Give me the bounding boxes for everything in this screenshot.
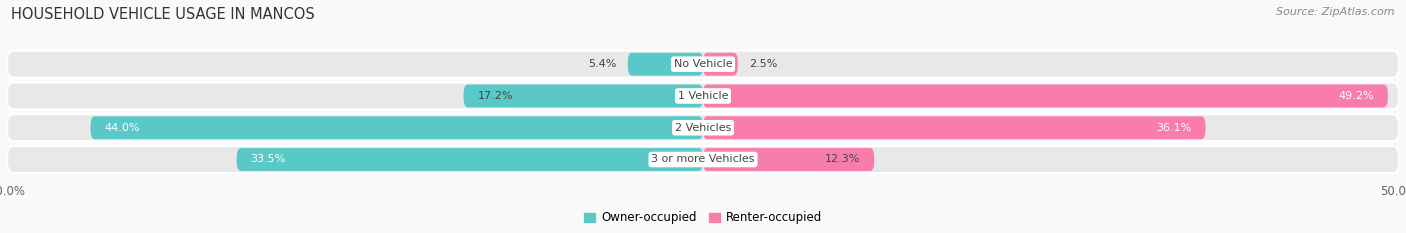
Text: 36.1%: 36.1% (1156, 123, 1191, 133)
FancyBboxPatch shape (703, 148, 875, 171)
FancyBboxPatch shape (7, 82, 1399, 110)
FancyBboxPatch shape (628, 53, 703, 76)
FancyBboxPatch shape (703, 85, 1388, 107)
Text: 2 Vehicles: 2 Vehicles (675, 123, 731, 133)
Text: 49.2%: 49.2% (1339, 91, 1374, 101)
Text: 17.2%: 17.2% (478, 91, 513, 101)
Text: 1 Vehicle: 1 Vehicle (678, 91, 728, 101)
FancyBboxPatch shape (703, 116, 1205, 139)
Text: Source: ZipAtlas.com: Source: ZipAtlas.com (1277, 7, 1395, 17)
Legend: Owner-occupied, Renter-occupied: Owner-occupied, Renter-occupied (579, 206, 827, 229)
FancyBboxPatch shape (7, 114, 1399, 141)
Text: 12.3%: 12.3% (825, 154, 860, 164)
FancyBboxPatch shape (703, 53, 738, 76)
FancyBboxPatch shape (7, 51, 1399, 78)
FancyBboxPatch shape (90, 116, 703, 139)
FancyBboxPatch shape (7, 146, 1399, 173)
Text: 44.0%: 44.0% (104, 123, 141, 133)
Text: 5.4%: 5.4% (588, 59, 617, 69)
Text: 2.5%: 2.5% (749, 59, 778, 69)
FancyBboxPatch shape (464, 85, 703, 107)
Text: HOUSEHOLD VEHICLE USAGE IN MANCOS: HOUSEHOLD VEHICLE USAGE IN MANCOS (11, 7, 315, 22)
Text: No Vehicle: No Vehicle (673, 59, 733, 69)
FancyBboxPatch shape (236, 148, 703, 171)
Text: 3 or more Vehicles: 3 or more Vehicles (651, 154, 755, 164)
Text: 33.5%: 33.5% (250, 154, 285, 164)
